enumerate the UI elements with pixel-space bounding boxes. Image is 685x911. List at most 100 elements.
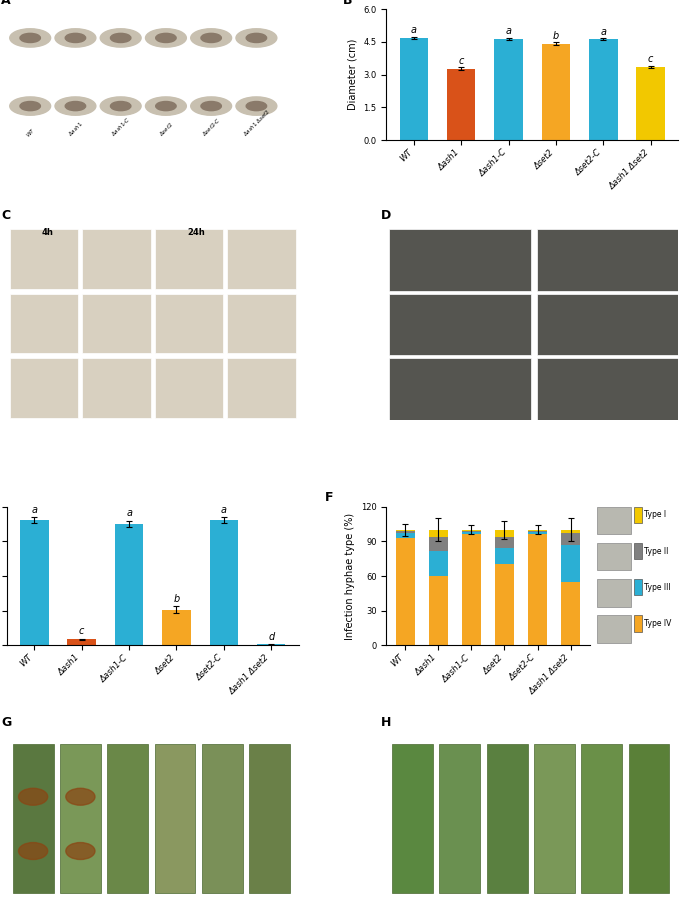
Text: A: A — [1, 0, 11, 7]
Circle shape — [145, 97, 186, 116]
Text: $\Delta ash1$-C: $\Delta ash1$-C — [109, 115, 132, 138]
Bar — [589, 39, 617, 140]
Bar — [20, 520, 49, 645]
Bar — [82, 293, 151, 353]
Bar — [210, 520, 238, 645]
Text: F: F — [325, 491, 334, 504]
Bar — [527, 530, 547, 531]
Text: 24h: 24h — [188, 228, 206, 237]
Text: a: a — [506, 26, 512, 36]
Bar — [527, 532, 547, 535]
Bar — [155, 293, 223, 353]
Circle shape — [236, 97, 277, 116]
Bar — [527, 531, 547, 532]
Bar — [227, 229, 295, 289]
Bar — [447, 68, 475, 140]
Text: 4h: 4h — [42, 228, 53, 237]
Text: c: c — [458, 56, 464, 66]
Circle shape — [18, 788, 48, 805]
Bar — [202, 744, 242, 894]
Circle shape — [246, 101, 266, 110]
Bar — [560, 530, 580, 533]
Bar — [429, 550, 449, 576]
Bar — [395, 530, 415, 531]
Bar — [634, 543, 643, 559]
Bar — [629, 744, 669, 894]
Text: H: H — [380, 715, 391, 729]
Text: b: b — [173, 594, 179, 604]
Text: G: G — [1, 715, 11, 729]
Text: Type I: Type I — [644, 510, 666, 519]
Circle shape — [110, 101, 131, 110]
Circle shape — [201, 34, 221, 43]
Bar — [10, 229, 78, 289]
Bar — [582, 744, 622, 894]
Bar — [560, 545, 580, 582]
Circle shape — [66, 788, 95, 805]
Bar — [536, 358, 678, 420]
Circle shape — [18, 843, 48, 859]
Text: $\Delta ash1$-C: $\Delta ash1$-C — [116, 892, 139, 900]
Bar — [395, 531, 415, 533]
Text: WT: WT — [25, 128, 35, 138]
Bar — [462, 531, 482, 532]
Circle shape — [10, 29, 51, 47]
Text: C: C — [1, 210, 10, 222]
Circle shape — [65, 34, 86, 43]
Circle shape — [20, 34, 40, 43]
Bar — [108, 744, 148, 894]
Circle shape — [55, 29, 96, 47]
Bar — [429, 530, 449, 537]
Circle shape — [10, 97, 51, 116]
Bar — [429, 537, 449, 550]
Bar — [249, 744, 290, 894]
Bar — [13, 744, 53, 894]
Bar — [597, 507, 631, 535]
Bar — [257, 644, 286, 645]
Text: WT: WT — [29, 896, 37, 900]
Bar — [10, 293, 78, 353]
Text: $\Delta ash1$-C: $\Delta ash1$-C — [496, 892, 519, 900]
Circle shape — [20, 101, 40, 110]
Bar — [395, 537, 415, 645]
Bar — [60, 744, 101, 894]
Circle shape — [190, 29, 232, 47]
Bar — [597, 578, 631, 607]
Text: $\Delta set2$: $\Delta set2$ — [547, 892, 562, 900]
Text: Type III: Type III — [644, 583, 671, 591]
Text: $\Delta ash1$ $\Delta set2$: $\Delta ash1$ $\Delta set2$ — [241, 107, 272, 138]
Bar — [636, 67, 665, 140]
Text: $\Delta ash1$: $\Delta ash1$ — [451, 892, 468, 900]
Text: d: d — [268, 631, 275, 641]
Circle shape — [201, 101, 221, 110]
Bar — [389, 293, 531, 355]
Circle shape — [246, 34, 266, 43]
Bar — [560, 582, 580, 645]
Text: a: a — [32, 505, 37, 515]
Text: $\Delta ash1$ $\Delta set2$: $\Delta ash1$ $\Delta set2$ — [253, 892, 286, 900]
Text: WT: WT — [409, 896, 416, 900]
Circle shape — [55, 97, 96, 116]
Bar — [155, 358, 223, 418]
Bar — [495, 537, 514, 548]
Bar — [486, 744, 527, 894]
Bar — [82, 229, 151, 289]
Bar — [82, 358, 151, 418]
Bar — [429, 576, 449, 645]
Bar — [462, 532, 482, 535]
Bar — [10, 358, 78, 418]
Bar — [162, 609, 190, 645]
Circle shape — [145, 29, 186, 47]
Bar — [399, 38, 428, 140]
Bar — [534, 744, 575, 894]
Bar — [495, 548, 514, 565]
Bar — [115, 524, 143, 645]
Text: $\Delta ash1$ $\Delta set2$: $\Delta ash1$ $\Delta set2$ — [633, 892, 665, 900]
Bar — [155, 744, 195, 894]
Text: Type IV: Type IV — [644, 619, 671, 628]
Bar — [495, 530, 514, 537]
Bar — [536, 229, 678, 291]
Bar — [439, 744, 480, 894]
Bar — [634, 578, 643, 596]
Y-axis label: Infection hyphae type (%): Infection hyphae type (%) — [345, 513, 356, 640]
